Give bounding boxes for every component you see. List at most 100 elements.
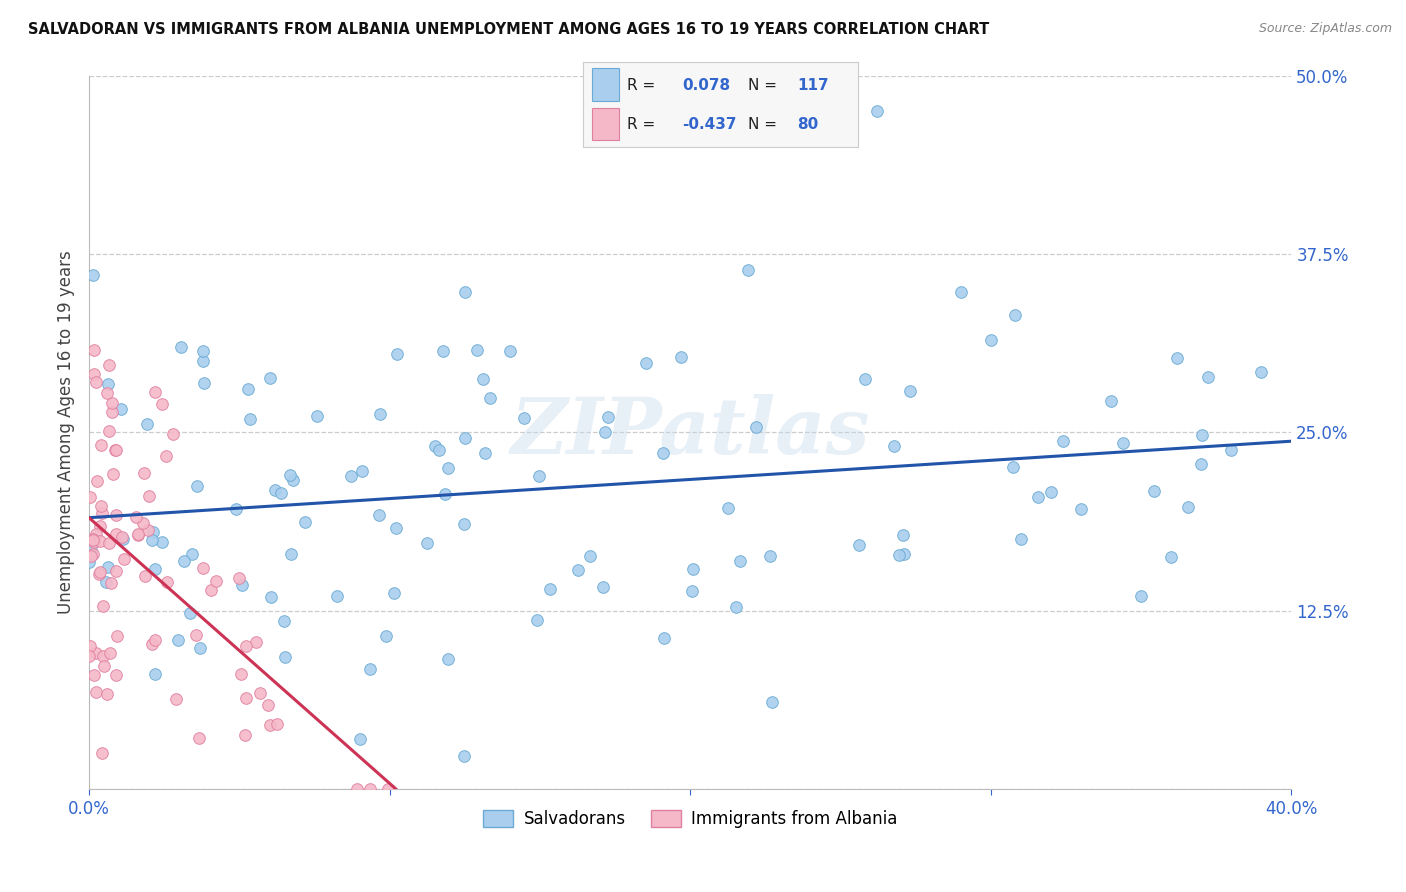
- Point: [1070, 501, 1092, 516]
- Point: [228, 571, 250, 585]
- Point: [453, 749, 475, 764]
- Point: [80, 549, 103, 563]
- Point: [187, 731, 209, 746]
- Point: [155, 450, 177, 464]
- Point: [87, 567, 110, 582]
- Point: [127, 526, 149, 541]
- Point: [97, 425, 120, 439]
- Point: [259, 718, 281, 732]
- Point: [79, 648, 101, 663]
- Point: [377, 782, 399, 797]
- Point: [132, 466, 155, 480]
- Point: [191, 354, 214, 368]
- Point: [110, 402, 132, 417]
- Point: [260, 591, 283, 605]
- Point: [79, 491, 101, 505]
- Text: 80: 80: [797, 117, 818, 132]
- Point: [173, 554, 195, 568]
- Point: [326, 589, 349, 603]
- Legend: Salvadorans, Immigrants from Albania: Salvadorans, Immigrants from Albania: [477, 803, 904, 834]
- Point: [134, 569, 156, 583]
- Point: [652, 446, 675, 460]
- Point: [423, 439, 446, 453]
- Point: [188, 641, 211, 656]
- Point: [669, 350, 692, 364]
- Point: [191, 560, 214, 574]
- Point: [281, 473, 304, 487]
- Point: [170, 340, 193, 354]
- Point: [274, 650, 297, 665]
- Point: [980, 333, 1002, 347]
- Point: [167, 633, 190, 648]
- Point: [513, 410, 536, 425]
- Text: R =: R =: [627, 117, 655, 132]
- Point: [526, 613, 548, 627]
- Point: [111, 530, 134, 544]
- Point: [80, 542, 103, 557]
- Point: [433, 487, 456, 501]
- Point: [529, 469, 551, 483]
- Point: [86, 475, 108, 489]
- Point: [236, 382, 259, 396]
- Point: [1052, 434, 1074, 448]
- Point: [385, 347, 408, 361]
- Point: [105, 564, 128, 578]
- Point: [866, 103, 889, 118]
- Point: [82, 547, 104, 561]
- Point: [1160, 550, 1182, 565]
- Point: [883, 439, 905, 453]
- Point: [340, 469, 363, 483]
- Point: [758, 549, 780, 563]
- Point: [180, 547, 202, 561]
- Point: [152, 397, 174, 411]
- Point: [592, 580, 614, 594]
- Point: [887, 548, 910, 562]
- Point: [142, 525, 165, 540]
- Point: [82, 533, 104, 547]
- Point: [1026, 490, 1049, 504]
- Point: [1112, 436, 1135, 450]
- Point: [145, 666, 167, 681]
- Point: [1189, 458, 1212, 472]
- Point: [145, 562, 167, 576]
- Point: [384, 521, 406, 535]
- Point: [294, 515, 316, 529]
- Point: [471, 372, 494, 386]
- Point: [375, 629, 398, 643]
- Point: [79, 555, 101, 569]
- Point: [848, 538, 870, 552]
- Point: [682, 562, 704, 576]
- Point: [125, 510, 148, 524]
- Text: 0.078: 0.078: [682, 78, 730, 93]
- Text: R =: R =: [627, 78, 655, 93]
- Point: [579, 549, 602, 564]
- Point: [156, 575, 179, 590]
- Point: [143, 633, 166, 648]
- Point: [98, 358, 121, 372]
- Point: [359, 782, 381, 797]
- Point: [233, 728, 256, 742]
- Point: [231, 578, 253, 592]
- Point: [474, 446, 496, 460]
- Point: [761, 695, 783, 709]
- Point: [538, 582, 561, 597]
- Text: ZIPatlas: ZIPatlas: [510, 394, 870, 471]
- Point: [270, 485, 292, 500]
- Point: [112, 552, 135, 566]
- Point: [100, 396, 122, 410]
- Point: [84, 375, 107, 389]
- Point: [97, 535, 120, 549]
- Point: [307, 409, 329, 423]
- Point: [84, 646, 107, 660]
- Point: [82, 268, 104, 283]
- Point: [1130, 590, 1153, 604]
- Point: [235, 640, 257, 654]
- Point: [143, 385, 166, 400]
- Point: [634, 356, 657, 370]
- Point: [853, 372, 876, 386]
- Point: [200, 582, 222, 597]
- Text: Source: ZipAtlas.com: Source: ZipAtlas.com: [1258, 22, 1392, 36]
- Point: [184, 628, 207, 642]
- Point: [478, 391, 501, 405]
- Point: [96, 687, 118, 701]
